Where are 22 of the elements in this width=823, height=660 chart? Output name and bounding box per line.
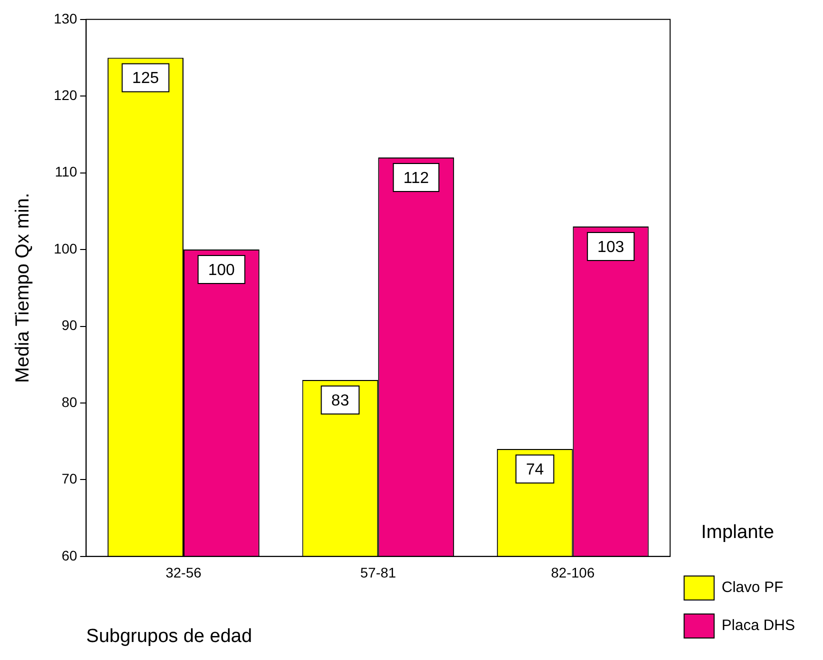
data-label: 74: [526, 461, 544, 478]
y-tick-label: 70: [62, 470, 78, 487]
data-label: 125: [132, 70, 159, 88]
y-tick-label: 110: [54, 164, 78, 180]
y-tick-label: 100: [54, 240, 78, 256]
y-axis-title: Media Tiempo Qx min.: [12, 192, 34, 383]
legend-label: Placa DHS: [722, 617, 795, 634]
data-label: 83: [331, 392, 350, 410]
y-tick-label: 120: [54, 86, 78, 103]
x-tick-label: 32-56: [166, 564, 202, 581]
x-tick-label: 82-106: [551, 564, 595, 581]
legend-title: Implante: [701, 522, 774, 543]
x-tick-label: 57-81: [360, 564, 396, 581]
data-label: 112: [403, 170, 429, 187]
y-tick-label: 80: [62, 394, 78, 410]
y-tick-label: 130: [54, 10, 78, 26]
data-label: 103: [597, 238, 624, 256]
data-label: 100: [208, 262, 235, 279]
legend-label: Clavo PF: [722, 579, 784, 596]
x-axis-title: Subgrupos de edad: [86, 626, 252, 647]
y-tick-label: 90: [62, 317, 78, 334]
y-tick-label: 60: [62, 547, 78, 564]
